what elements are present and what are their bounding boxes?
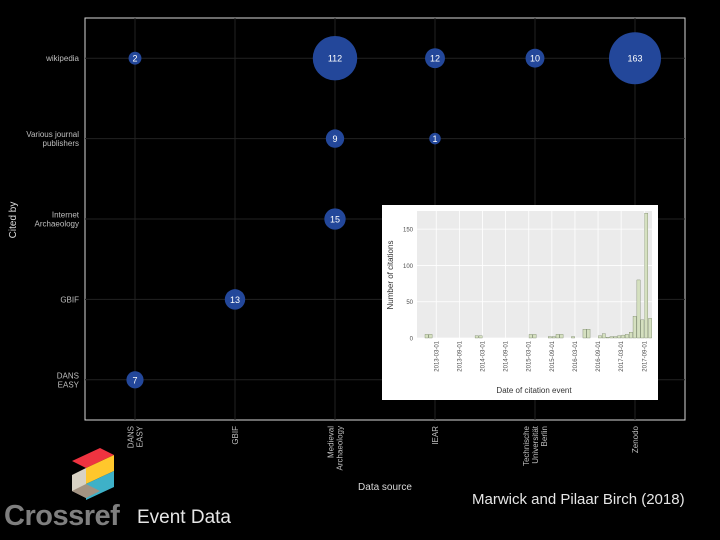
bubble bbox=[525, 48, 545, 68]
inset-bar bbox=[609, 336, 614, 339]
inset-bar bbox=[613, 336, 618, 339]
inset-x-tick-label: 2015-03-01 bbox=[527, 340, 533, 371]
bubble bbox=[126, 371, 144, 389]
inset-x-tick-label: 2016-09-01 bbox=[596, 340, 602, 371]
inset-bar bbox=[617, 335, 622, 339]
inset-bar bbox=[629, 332, 633, 339]
logo-stripe-brown bbox=[72, 484, 100, 498]
logo-stripe-red bbox=[72, 448, 114, 468]
inset-x-tick-label: 2017-03-01 bbox=[619, 340, 625, 371]
inset-y-axis-title: Number of citations bbox=[386, 241, 395, 310]
bubble-y-tick-label: Internet Archaeology bbox=[35, 211, 80, 229]
bubble bbox=[325, 129, 345, 148]
bubble bbox=[324, 208, 346, 230]
inset-bar bbox=[636, 279, 641, 339]
inset-bar bbox=[548, 336, 552, 339]
bubble-y-tick-label: wikipedia bbox=[45, 54, 79, 63]
bubble-x-axis-title: Data source bbox=[358, 482, 412, 493]
bubble bbox=[128, 51, 142, 65]
crossref-logo-text: Crossref bbox=[4, 500, 120, 532]
bubble bbox=[224, 289, 246, 310]
inset-bar bbox=[605, 337, 610, 339]
inset-y-ticks: 0 50 100 150 bbox=[403, 228, 414, 343]
bubble-y-ticks: wikipedia Various journal publishers Intern… bbox=[26, 54, 80, 389]
bubble-value-label: 9 bbox=[332, 134, 337, 144]
bubble-value-label: 10 bbox=[530, 54, 540, 64]
bubble-value-label: 7 bbox=[132, 375, 137, 385]
inset-bar bbox=[598, 335, 602, 339]
bubble-x-tick-label: MedievalArchaeology bbox=[327, 426, 345, 471]
inset-bar bbox=[648, 318, 652, 339]
bubble-y-axis-title: Cited by bbox=[8, 202, 19, 239]
bubble-y-tick-label: DANS EASY bbox=[57, 371, 80, 389]
bubble-value-label: 112 bbox=[328, 54, 342, 64]
bubble-value-label: 13 bbox=[230, 295, 240, 305]
inset-bar bbox=[625, 334, 629, 339]
inset-y-tick-label: 0 bbox=[410, 337, 414, 343]
inset-bar bbox=[424, 334, 429, 339]
inset-x-tick-label: 2014-09-01 bbox=[504, 340, 510, 371]
inset-bar bbox=[559, 334, 564, 339]
crossref-logo-icon bbox=[72, 448, 114, 500]
inset-x-axis-title: Date of citation event bbox=[496, 386, 572, 395]
bubbles: 2 112 12 10 163 9 1 15 13 7 bbox=[126, 32, 661, 389]
event-data-label: Event Data bbox=[137, 507, 231, 528]
inset-x-tick-label: 2013-09-01 bbox=[457, 340, 463, 371]
inset-bar bbox=[474, 335, 479, 339]
logo-stripe-yellow bbox=[86, 455, 114, 484]
bubble bbox=[425, 48, 445, 69]
bubble-value-label: 2 bbox=[132, 54, 137, 64]
inset-bar bbox=[478, 335, 483, 339]
inset-bar bbox=[644, 213, 648, 339]
bubble bbox=[429, 132, 441, 145]
inset-bar bbox=[582, 329, 587, 339]
inset-y-tick-label: 150 bbox=[403, 228, 414, 234]
inset-bar bbox=[428, 334, 433, 339]
inset-bar bbox=[632, 316, 637, 339]
inset-bars bbox=[424, 213, 652, 339]
bubble-value-label: 15 bbox=[330, 215, 340, 225]
inset-bar bbox=[571, 336, 575, 339]
inset-bar bbox=[602, 333, 606, 339]
inset-y-tick-label: 100 bbox=[403, 264, 414, 270]
inset-bar bbox=[640, 319, 645, 339]
inset-bar bbox=[532, 334, 537, 339]
inset-x-tick-label: 2015-09-01 bbox=[550, 340, 556, 371]
inset-bar bbox=[621, 334, 625, 339]
bubble bbox=[312, 35, 358, 81]
bubble-value-label: 12 bbox=[430, 54, 440, 64]
inset-bar bbox=[528, 334, 533, 339]
inset-plot-panel bbox=[417, 211, 652, 338]
inset-y-tick-label: 50 bbox=[406, 300, 413, 306]
bubble-y-tick-label: Various journal publishers bbox=[26, 130, 79, 148]
bubble-x-tick-label: Zenodo bbox=[631, 425, 640, 453]
inset-x-ticks: 2013-03-01 2013-09-01 2014-03-01 2014-09-01… bbox=[434, 340, 648, 371]
inset-x-tick-label: 2016-03-01 bbox=[573, 340, 579, 371]
inset-x-tick-label: 2017-09-01 bbox=[642, 340, 648, 371]
inset-histogram: 0 50 100 150 2013-03-01 2013-09-01 2014-03-01… bbox=[382, 205, 658, 400]
citation-text: Marwick and Pilaar Birch (2018) bbox=[472, 491, 685, 508]
bubble-x-tick-label: TechnischeUniversitätBerlin bbox=[522, 425, 549, 466]
bubble-y-tick-label: GBIF bbox=[60, 295, 79, 304]
bubble-x-tick-label: DANSEASY bbox=[127, 425, 145, 448]
bubble-x-tick-label: GBIF bbox=[231, 426, 240, 445]
inset-x-tick-label: 2014-03-01 bbox=[480, 340, 486, 371]
bubble bbox=[609, 32, 661, 85]
bubble-value-label: 163 bbox=[627, 54, 642, 64]
inset-bar bbox=[555, 334, 560, 339]
bubble-x-ticks: DANSEASY GBIF MedievalArchaeology IEAR Techn… bbox=[127, 425, 641, 470]
inset-bar bbox=[551, 336, 556, 339]
inset-x-tick-label: 2013-03-01 bbox=[434, 340, 440, 371]
inset-bar bbox=[586, 329, 591, 339]
bubble-x-tick-label: IEAR bbox=[431, 426, 440, 445]
bubble-value-label: 1 bbox=[432, 134, 437, 144]
